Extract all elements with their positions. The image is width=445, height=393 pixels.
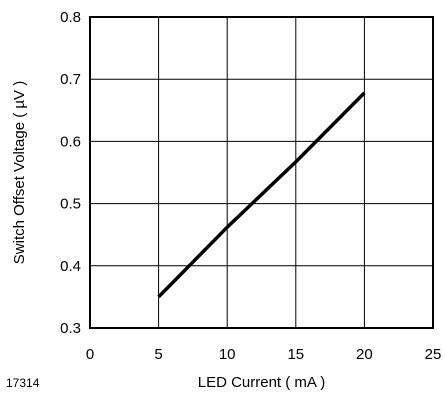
figure-number: 17314 — [6, 376, 40, 390]
x-tick-label: 0 — [86, 346, 94, 363]
x-tick-label: 10 — [219, 346, 236, 363]
y-tick-label: 0.7 — [60, 71, 81, 88]
x-tick-label: 5 — [154, 346, 162, 363]
series-group — [157, 91, 366, 299]
x-tick-label: 15 — [287, 346, 304, 363]
x-axis-label: LED Current ( mA ) — [198, 374, 326, 391]
y-tick-label: 0.8 — [60, 9, 81, 26]
plot-frame — [89, 16, 434, 329]
x-tick-labels: 0 5 10 15 20 25 — [86, 346, 442, 363]
y-axis-label: Switch Offset Voltage ( µV ) — [11, 81, 28, 264]
y-tick-label: 0.5 — [60, 196, 81, 213]
y-tick-label: 0.3 — [60, 320, 81, 337]
y-tick-label: 0.6 — [60, 133, 81, 150]
y-tick-label: 0.4 — [60, 258, 81, 275]
x-tick-label: 25 — [425, 346, 442, 363]
y-tick-labels: 0.3 0.4 0.5 0.6 0.7 0.8 — [60, 9, 81, 337]
series-line — [157, 91, 366, 299]
x-tick-label: 20 — [356, 346, 373, 363]
grid — [90, 17, 433, 328]
